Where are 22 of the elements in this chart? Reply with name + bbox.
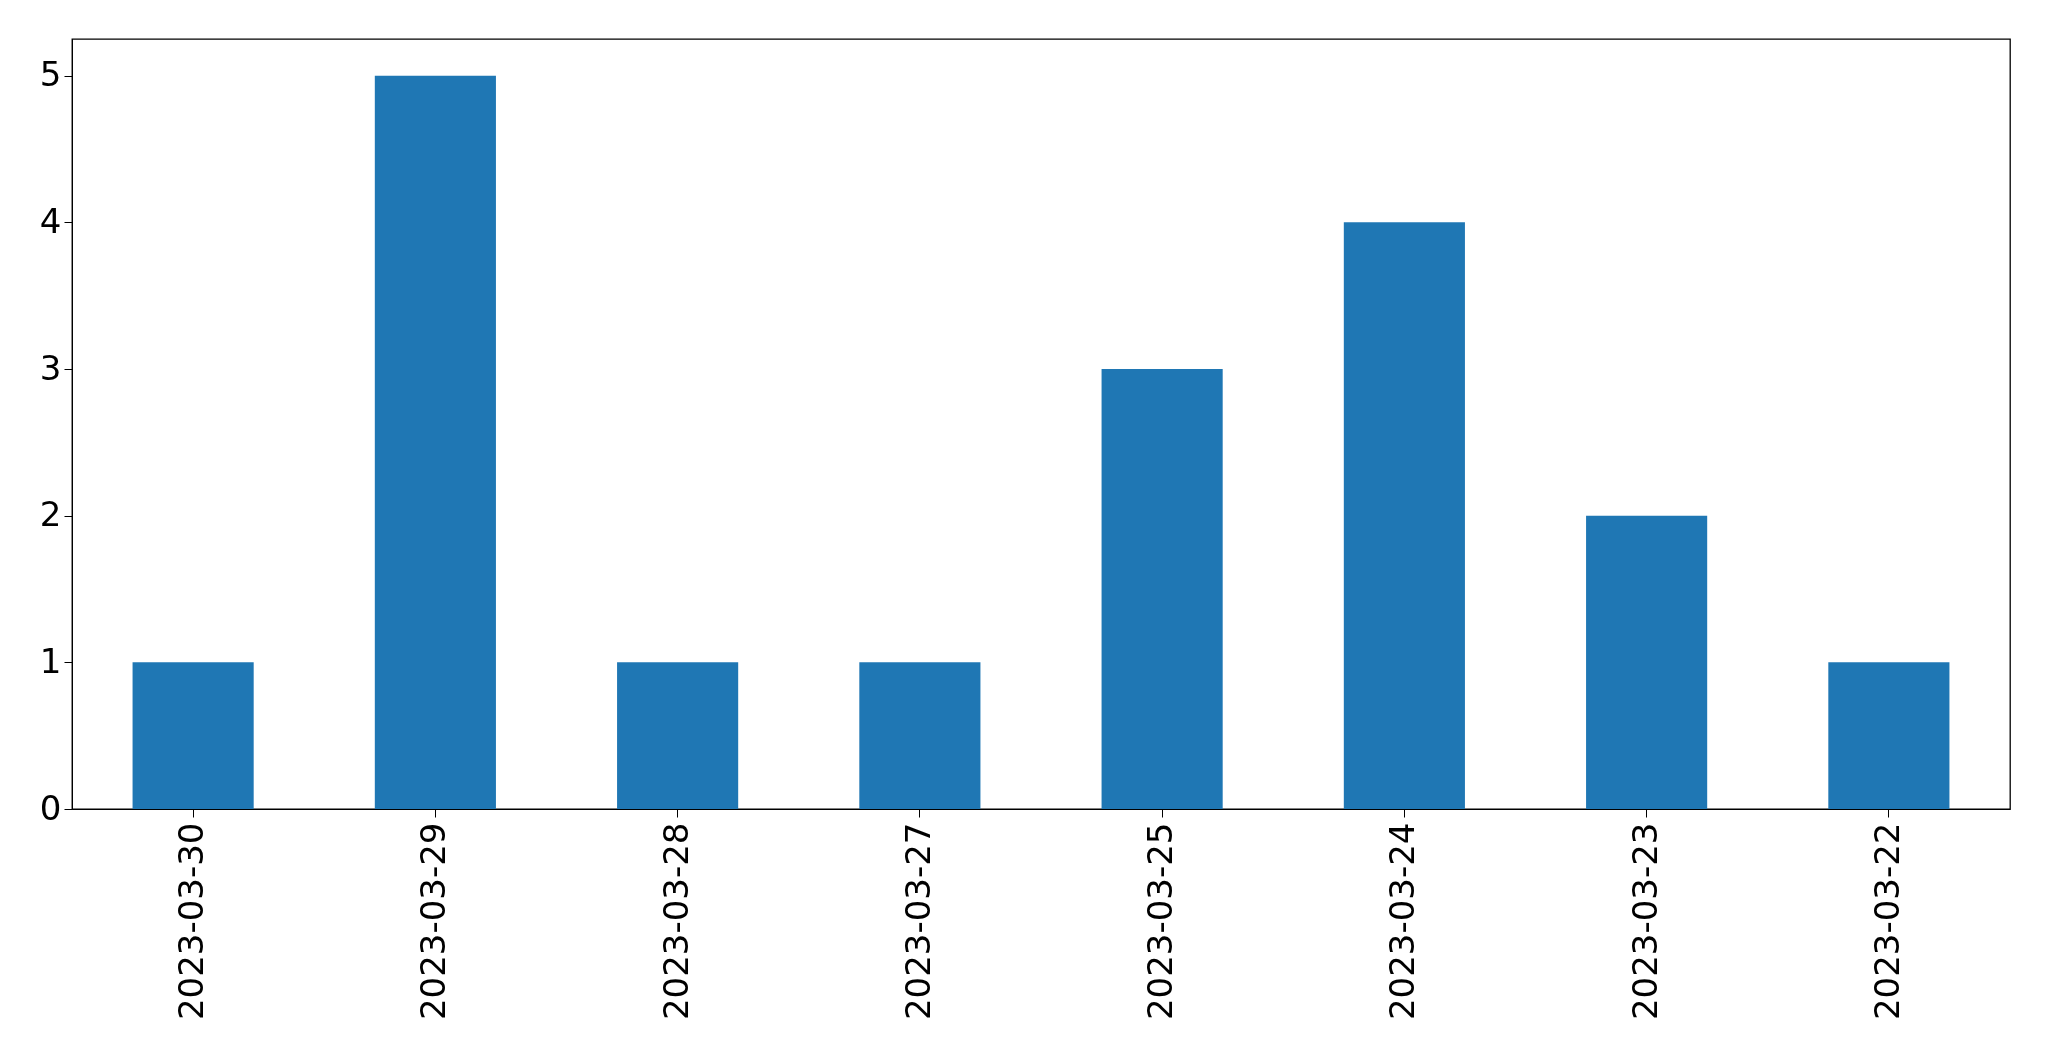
bar — [859, 662, 981, 809]
bar — [617, 662, 739, 809]
x-tick-label: 2023-03-22 — [1866, 822, 1907, 1021]
y-tick-label: 2 — [39, 494, 62, 535]
x-tick-label: 2023-03-29 — [413, 822, 454, 1021]
y-tick-label: 5 — [39, 54, 62, 95]
bar — [374, 75, 496, 809]
x-tick-label: 2023-03-25 — [1140, 822, 1181, 1021]
y-tick-label: 3 — [39, 347, 62, 388]
bar — [132, 662, 254, 809]
x-tick-label: 2023-03-24 — [1382, 822, 1423, 1021]
bar — [1101, 369, 1223, 809]
bar — [1343, 222, 1465, 809]
x-tick-label: 2023-03-30 — [171, 822, 212, 1021]
y-tick-label: 1 — [39, 640, 62, 681]
x-tick-label: 2023-03-28 — [655, 822, 696, 1021]
bar — [1828, 662, 1950, 809]
bar — [1586, 515, 1708, 809]
y-tick-label: 4 — [39, 200, 62, 241]
x-tick-label: 2023-03-23 — [1624, 822, 1665, 1021]
y-tick-label: 0 — [39, 787, 62, 828]
x-tick-label: 2023-03-27 — [897, 822, 938, 1021]
